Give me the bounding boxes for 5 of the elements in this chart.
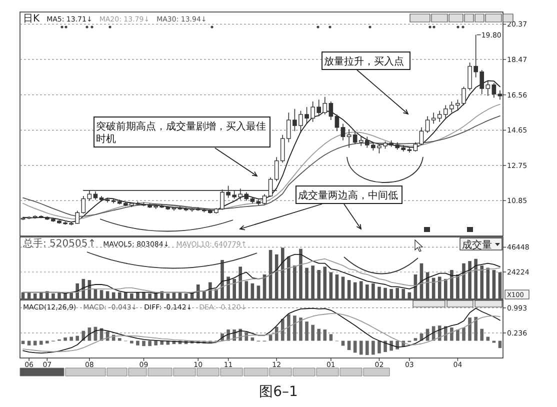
annotation: 放量拉升，买入点 [324,56,404,68]
caption: 图6–1 [259,384,298,400]
annotation: 成交量 [462,239,492,251]
annotation: 突破前期高点，成交量剧增，买入最佳时机 [96,120,266,145]
annotation: 成交量两边高，中间低 [298,190,398,202]
